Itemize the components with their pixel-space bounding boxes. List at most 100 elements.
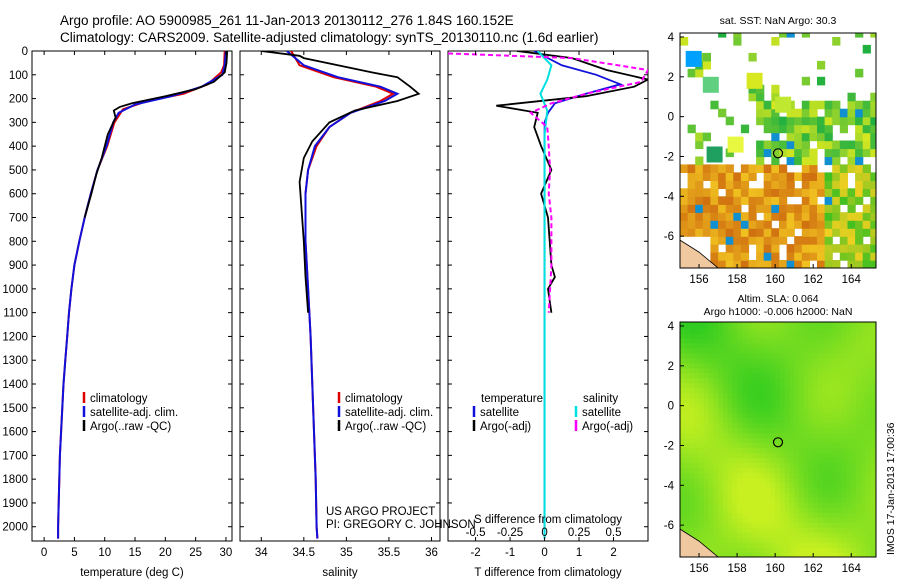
sla-cell (703, 427, 710, 434)
sla-cell (784, 417, 791, 424)
sla-cell (694, 452, 700, 458)
sla-cell (775, 482, 781, 488)
sla-cell (751, 492, 757, 498)
sla-cell (689, 482, 695, 488)
sla-cell (779, 367, 786, 374)
sla-cell (708, 397, 714, 404)
sst-cell (817, 116, 826, 126)
sla-cell (827, 377, 833, 384)
sla-cell (813, 362, 819, 369)
sla-cell (741, 387, 748, 394)
timestamp-label: IMOS 17-Jan-2013 17:00:36 (885, 422, 897, 555)
y-tick-label: 1800 (2, 474, 28, 486)
sla-cell (808, 482, 814, 488)
sla-cell (779, 467, 786, 473)
sla-cell (680, 333, 686, 339)
sla-cell (822, 432, 829, 439)
sla-cell (870, 328, 876, 334)
sla-cell (784, 537, 791, 543)
sla-cell (713, 392, 719, 399)
sla-cell (841, 502, 848, 508)
sla-cell (827, 392, 833, 399)
sla-cell (851, 397, 857, 404)
sla-cell (680, 417, 686, 424)
map-x-tick-label: 156 (689, 274, 708, 286)
sla-cell (808, 387, 814, 394)
sla-cell (846, 432, 852, 439)
sst-cell (824, 252, 833, 261)
sla-cell (756, 342, 762, 349)
sla-cell (794, 387, 800, 394)
sla-cell (822, 402, 829, 409)
sla-cell (798, 422, 805, 429)
sla-cell (794, 452, 800, 458)
sla-cell (846, 472, 852, 478)
sla-cell (818, 537, 824, 543)
sla-cell (737, 357, 743, 364)
sst-cell (680, 220, 689, 229)
sla-cell (746, 452, 752, 458)
sla-cell (789, 367, 795, 374)
sla-cell (689, 333, 695, 339)
x-tick-label: -1 (505, 547, 515, 559)
sst-cell (839, 108, 848, 118)
sst-cell (786, 140, 795, 150)
sla-cell (784, 342, 791, 349)
sst-cell (870, 108, 876, 118)
sst-cell (801, 116, 810, 126)
sst-cell (771, 252, 780, 261)
sla-cell (832, 347, 838, 354)
sla-cell (837, 412, 843, 419)
sla-cell (722, 412, 729, 419)
sla-cell (860, 367, 867, 374)
sla-cell (727, 507, 733, 513)
sla-cell (760, 362, 767, 369)
sst-cell (695, 180, 704, 189)
sst-cell (870, 260, 876, 268)
sla-cell (737, 392, 743, 399)
sla-cell (813, 507, 819, 513)
sla-cell (684, 328, 691, 334)
sla-cell (722, 447, 729, 454)
sst-cell (740, 196, 750, 205)
sla-cell (803, 372, 810, 379)
sla-cell (837, 457, 843, 463)
sla-cell (680, 377, 686, 384)
sla-cell (832, 522, 838, 528)
sla-cell (760, 542, 767, 548)
sla-cell (680, 427, 686, 434)
sla-cell (827, 532, 833, 538)
sla-cell (699, 522, 705, 528)
sla-cell (851, 322, 857, 324)
sla-cell (841, 392, 848, 399)
sla-cell (722, 452, 729, 458)
sla-cell (808, 487, 814, 493)
sla-cell (841, 447, 848, 454)
sla-cell (732, 392, 738, 399)
sla-cell (827, 502, 833, 508)
sla-cell (765, 392, 771, 399)
sla-cell (718, 357, 724, 364)
sst-cell (771, 37, 780, 46)
sla-cell (694, 477, 700, 483)
sla-cell (794, 537, 800, 543)
sla-cell (770, 323, 776, 329)
sla-cell (718, 502, 724, 508)
sla-cell (798, 532, 805, 538)
sla-cell (856, 542, 862, 548)
sla-cell (699, 452, 705, 458)
sst-cell (839, 148, 848, 158)
sla-cell (856, 497, 862, 503)
sla-cell (713, 527, 719, 533)
sst-cell (809, 180, 818, 189)
sst-cell (817, 252, 826, 261)
sla-cell (856, 522, 862, 528)
y-tick-label: 1600 (2, 427, 28, 439)
sst-cell (817, 236, 826, 245)
sla-cell (722, 537, 729, 543)
sla-cell (727, 382, 733, 389)
sla-cell (713, 432, 719, 439)
sla-cell (822, 427, 829, 434)
sla-cell (779, 477, 786, 483)
sla-cell (813, 333, 819, 339)
